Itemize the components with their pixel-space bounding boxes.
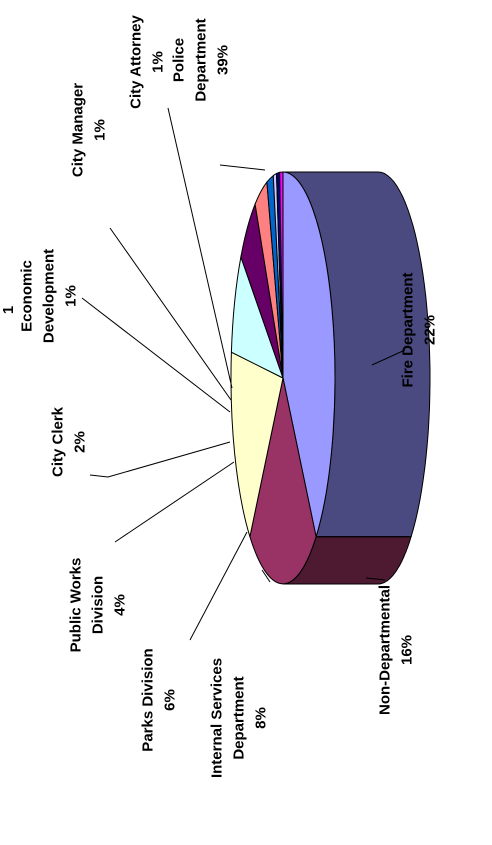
- slice-percent-label: 8%: [252, 707, 269, 729]
- slice-percent-label: 1%: [149, 51, 166, 73]
- label-city-clerk: City Clerk 2%: [49, 406, 88, 477]
- leader-line-city-clerk: [89, 441, 231, 478]
- slice-name-label: City Manager: [69, 83, 86, 177]
- slice-name-label: Economic: [18, 260, 35, 332]
- slice-percent-label: 2%: [71, 431, 88, 453]
- slice-city-attorney: [279, 171, 284, 379]
- leader-line-city-attorney: [167, 107, 233, 389]
- pie-layer: [230, 171, 431, 585]
- slice-percent-label: 4%: [111, 594, 128, 616]
- slice-name-label: Internal Services: [208, 658, 225, 778]
- slice-name-label: Department: [192, 18, 209, 101]
- slice-percent-label: 1%: [62, 285, 79, 307]
- slice-name-label: Public Works: [67, 558, 84, 653]
- label-public-works-division: Public Works Division 4%: [67, 558, 128, 653]
- label-city-attorney: City Attorney 1%: [127, 15, 166, 109]
- label-internal-services-department: Internal Services Department 8%: [208, 658, 269, 778]
- slice-percent-label: 1%: [91, 119, 108, 141]
- slice-name-label: Division: [89, 576, 106, 634]
- slice-percent-label: 22%: [421, 315, 438, 345]
- leader-line-internal-services-department: [261, 569, 271, 583]
- slice-internal-services-department: [230, 254, 284, 379]
- leader-line-public-works-division: [114, 461, 235, 543]
- partial-label-fragment: 1: [0, 306, 17, 314]
- leader-line-parks-division: [189, 531, 248, 641]
- label-police-department: Police Department 39%: [170, 18, 231, 101]
- leader-line-economic-development: [81, 297, 231, 413]
- label-economic-development: Economic Development 1%: [18, 249, 79, 343]
- partial-label-text: 1: [0, 306, 17, 314]
- leader-line-fire-department: [371, 349, 406, 366]
- leader-line-non-departmental: [365, 577, 386, 581]
- label-fire-department: Fire Department 22%: [399, 272, 438, 387]
- slice-name-label: Department: [230, 676, 247, 759]
- slice-name-label: Parks Division: [139, 648, 156, 751]
- slice-non-departmental: [230, 351, 284, 537]
- slice-name-label: Police: [170, 38, 187, 82]
- slice-name-label: City Attorney: [127, 15, 144, 109]
- slice-name-label: Fire Department: [399, 272, 416, 387]
- label-non-departmental: Non-Departmental 16%: [376, 585, 415, 715]
- slice-name-label: Development: [40, 249, 57, 343]
- slice-percent-label: 16%: [398, 635, 415, 665]
- leader-line-police-department: [219, 164, 266, 171]
- leader-line-city-manager: [109, 227, 232, 401]
- slice-labels: Police Department 39% Fire Department 22% Non…: [0, 15, 438, 779]
- slice-name-label: City Clerk: [49, 406, 66, 477]
- label-parks-division: Parks Division 6%: [139, 648, 178, 751]
- leader-lines: [81, 107, 406, 641]
- slice-percent-label: 39%: [214, 45, 231, 75]
- slice-percent-label: 6%: [161, 689, 178, 711]
- slice-name-label: Non-Departmental: [376, 585, 393, 715]
- label-city-manager: City Manager 1%: [69, 83, 108, 177]
- slice-fire-department: [249, 377, 317, 585]
- slice-police-department: [282, 171, 336, 537]
